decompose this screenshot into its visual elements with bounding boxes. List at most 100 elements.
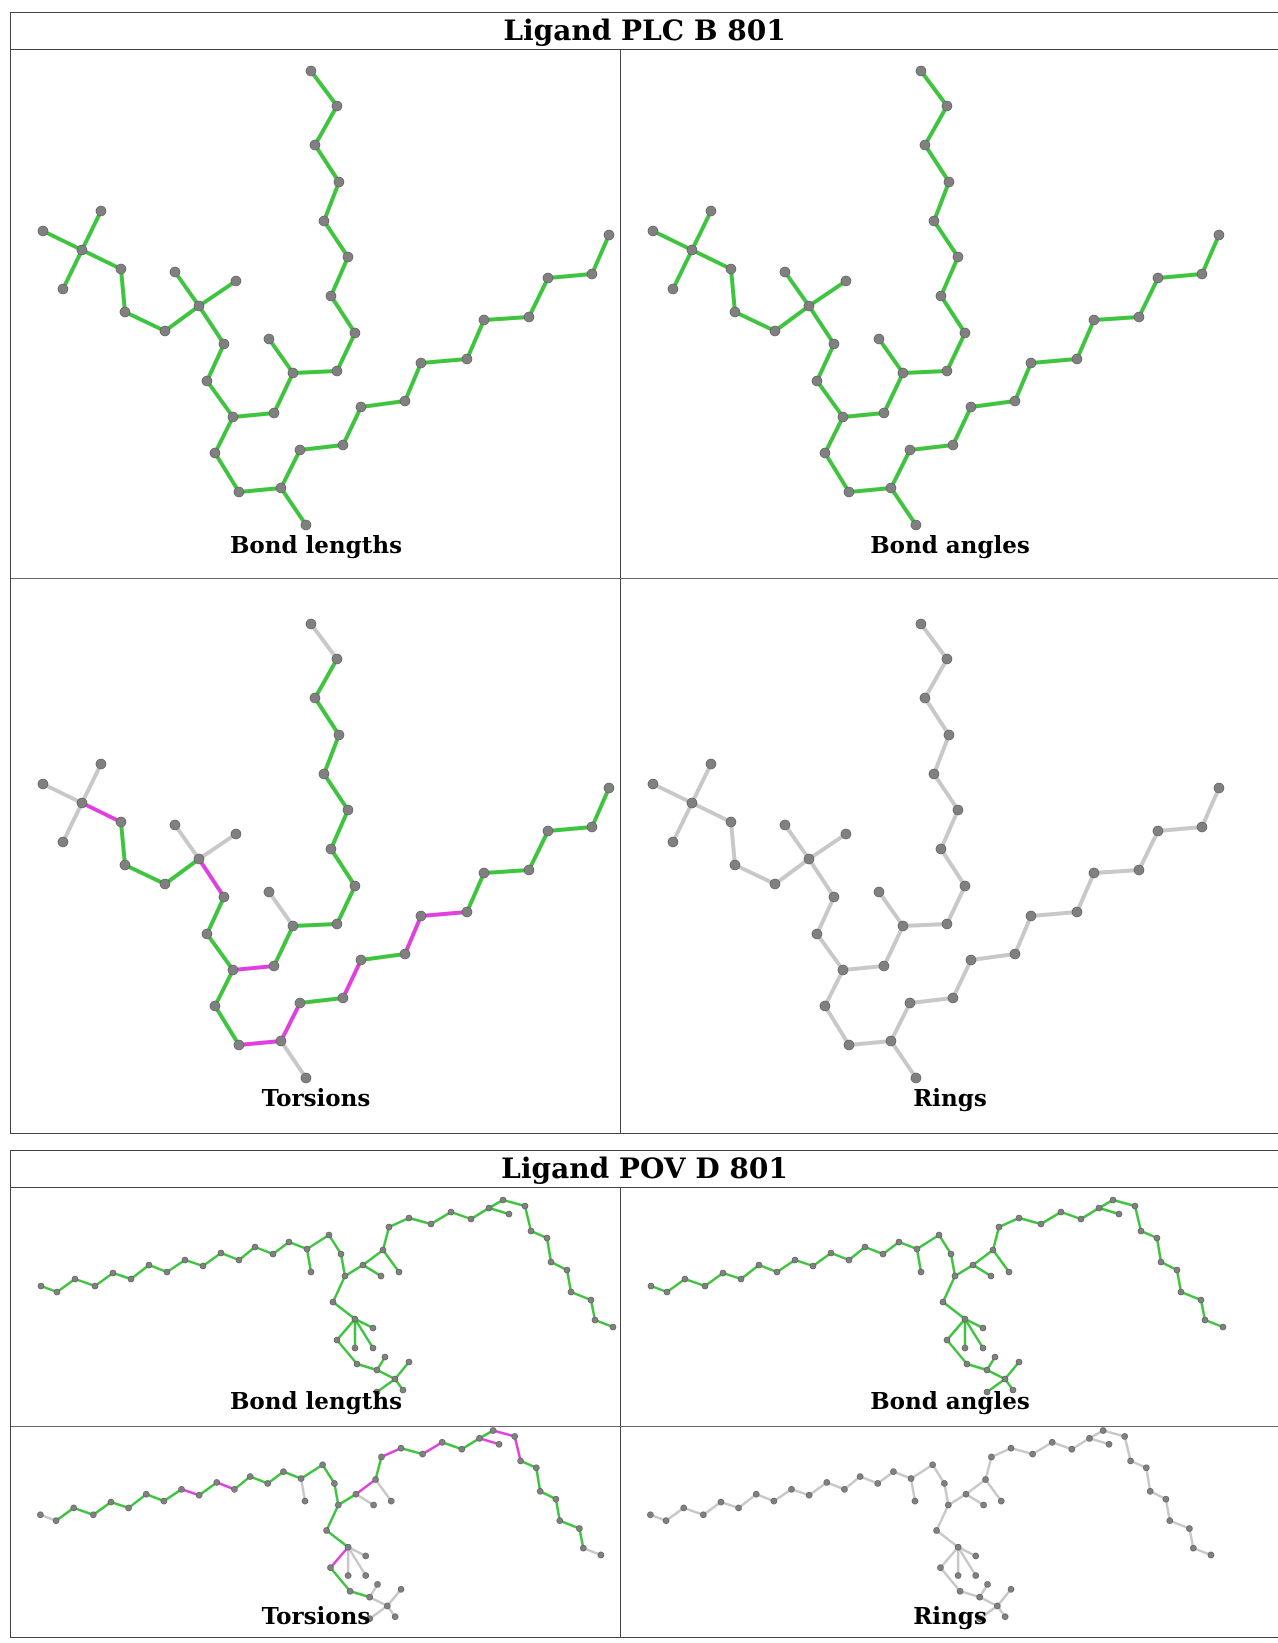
bond — [355, 1362, 379, 1372]
bond — [353, 1317, 375, 1330]
bond — [889, 1001, 912, 1043]
atom — [662, 1517, 670, 1524]
atom — [904, 444, 916, 456]
atom — [362, 1572, 370, 1579]
atom — [1086, 1435, 1093, 1442]
bond — [923, 657, 949, 700]
bond — [403, 361, 423, 403]
atom — [1186, 1525, 1193, 1532]
atom — [897, 367, 909, 379]
bond — [877, 337, 905, 375]
bond — [823, 451, 851, 494]
bond — [823, 1004, 851, 1047]
atom — [352, 1490, 360, 1498]
atom — [227, 411, 239, 423]
bond — [1013, 361, 1033, 403]
bond — [889, 448, 912, 490]
atom — [405, 1358, 413, 1366]
panel-grid: Bond lengths Bond angles Torsions Rings — [11, 1188, 1278, 1637]
atom — [1162, 1495, 1170, 1503]
atom — [499, 1196, 507, 1204]
bond — [309, 69, 339, 108]
atom — [828, 338, 840, 350]
atom — [536, 1487, 544, 1495]
bond — [1088, 1437, 1111, 1446]
bond — [197, 1481, 219, 1497]
panel-rings: Rings — [621, 1427, 1278, 1639]
atom — [972, 1572, 980, 1579]
atom — [505, 1210, 513, 1218]
bond — [237, 1039, 283, 1047]
atom — [904, 997, 916, 1009]
bond — [1175, 1268, 1183, 1294]
atom — [344, 1572, 352, 1579]
atom — [755, 1261, 763, 1269]
atom — [397, 1444, 405, 1452]
atom — [1009, 948, 1021, 960]
bond — [419, 357, 469, 365]
atom — [1196, 268, 1208, 280]
bond — [163, 857, 201, 886]
bond — [1123, 1435, 1132, 1463]
bond — [909, 1463, 934, 1480]
bond — [889, 1039, 918, 1080]
atom — [287, 920, 299, 932]
atom — [879, 1250, 887, 1258]
bond — [1156, 825, 1204, 833]
atom — [878, 960, 890, 972]
atom — [301, 1497, 309, 1505]
atom — [201, 375, 213, 387]
bond — [923, 143, 951, 184]
atom — [318, 215, 330, 227]
bond — [1092, 868, 1141, 875]
bond — [329, 294, 357, 335]
atom — [856, 1473, 864, 1480]
atom — [542, 272, 554, 284]
atom — [119, 306, 131, 318]
bond — [478, 1437, 501, 1446]
bond — [331, 1274, 347, 1304]
bond — [935, 1503, 950, 1532]
bond — [329, 847, 357, 888]
bond — [847, 1245, 867, 1262]
atom — [841, 1486, 848, 1493]
atom — [447, 1208, 455, 1216]
atom — [333, 729, 345, 741]
bond — [815, 342, 836, 383]
bond — [213, 968, 235, 1008]
bond — [322, 219, 350, 259]
bond — [985, 1368, 1007, 1381]
bond — [80, 801, 123, 824]
atom — [374, 1581, 381, 1588]
bond — [843, 1475, 862, 1491]
atom — [233, 1039, 245, 1051]
atom — [878, 407, 890, 419]
bond — [1059, 1210, 1083, 1221]
atom — [318, 768, 330, 780]
atom — [353, 1360, 361, 1368]
atom — [567, 1288, 575, 1296]
atom — [275, 1035, 287, 1047]
atom — [591, 1316, 599, 1324]
bond — [205, 379, 235, 419]
atom — [915, 618, 927, 630]
atom — [1157, 1258, 1165, 1266]
bond — [554, 1497, 562, 1522]
atom — [159, 878, 171, 890]
bond — [469, 1206, 491, 1221]
bond — [123, 863, 167, 886]
atom — [929, 1461, 936, 1469]
atom — [941, 918, 953, 930]
atom — [366, 1615, 373, 1622]
atom — [1152, 825, 1164, 837]
bond — [939, 255, 960, 298]
atom — [37, 225, 49, 237]
atom — [983, 1366, 991, 1374]
atom — [980, 1501, 987, 1509]
atom — [791, 1256, 799, 1264]
bond — [671, 248, 694, 291]
atom — [331, 918, 343, 930]
bond — [197, 279, 238, 308]
atom — [933, 1527, 940, 1534]
bond — [348, 1589, 371, 1599]
